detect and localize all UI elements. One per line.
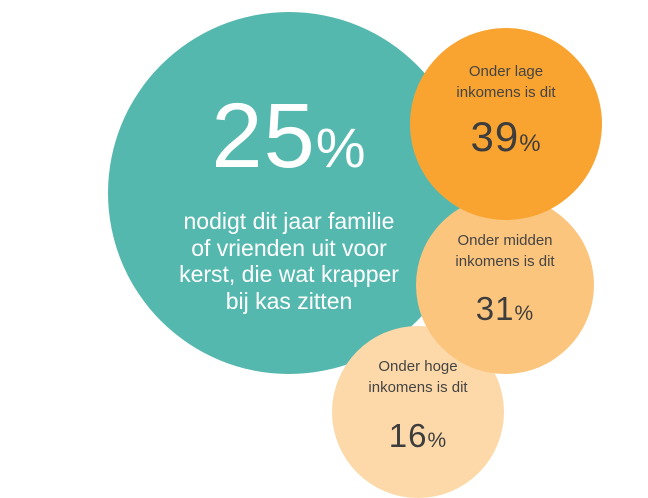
bubble-low-income-label: Onder lage inkomens is dit [456,63,556,101]
headline-description: nodigt dit jaar familie of vrienden uit … [148,208,430,314]
bubble-low-income: Onder lage inkomens is dit 39% [410,28,602,220]
headline-description-line-4: bij kas zitten [225,287,353,314]
headline-description-line-2: of vrienden uit voor [191,234,387,261]
bubble-low-income-value: 39% [470,113,542,160]
bubble-middle-income-value: 31% [475,290,535,327]
headline-description-line-3: kerst, die wat krapper [179,261,399,287]
bubble-high-income-value: 16% [388,417,448,454]
bubble-middle-income: Onder midden inkomens is dit 31% [416,196,594,374]
bubble-middle-income-label: Onder midden inkomens is dit [455,232,555,270]
headline-value: 25% [211,85,367,187]
headline-bubble: 25% nodigt dit jaar familie of vrienden … [108,12,470,374]
bubble-high-income-label: Onder hoge inkomens is dit [368,358,468,396]
headline-description-line-1: nodigt dit jaar familie [183,208,395,234]
